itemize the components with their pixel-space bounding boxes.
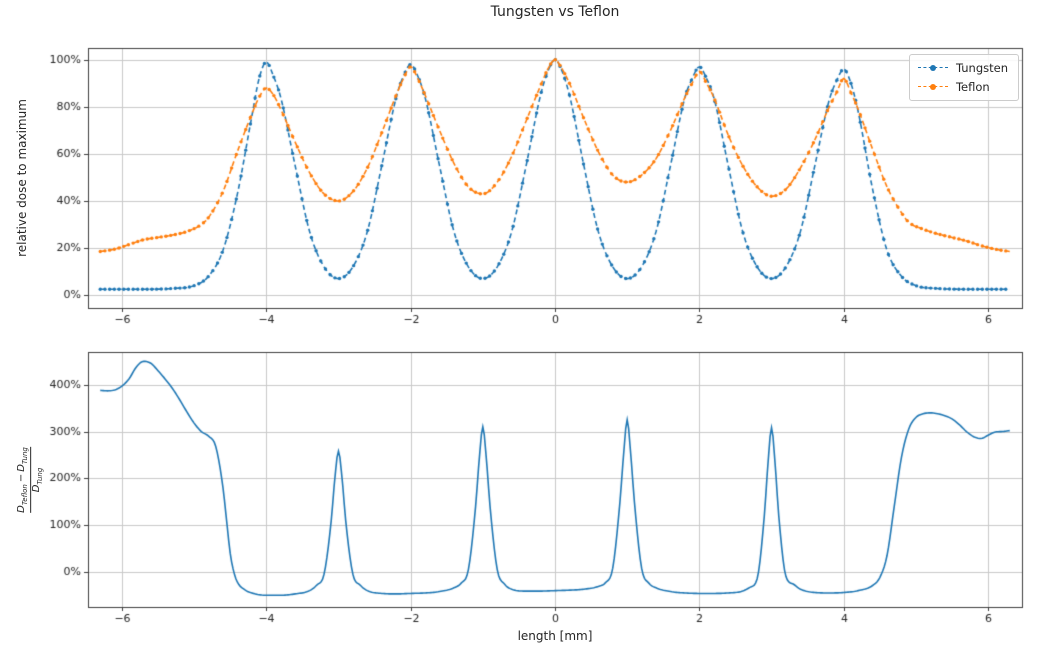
legend-item-teflon: Teflon [917,80,1008,94]
marker-dot-swatch [929,84,936,90]
top-y-axis-label: relative dose to maximum [15,99,29,257]
legend-item-tungsten: Tungsten [917,61,1008,75]
x-axis-label: length [mm] [517,629,593,643]
fraction-numerator: DTeflon−DTung [16,447,30,513]
marker-dot-swatch [929,65,936,71]
legend-label-teflon: Teflon [955,80,990,94]
legend-label-tungsten: Tungsten [955,61,1008,75]
fraction-denominator: DTung [31,467,45,493]
chart-title: Tungsten vs Teflon [490,4,620,20]
legend-sample-teflon [917,82,948,92]
fraction-bar [30,447,32,513]
bottom-y-axis-label: DTeflon−DTung DTung [9,447,45,513]
legend: Tungsten Teflon [908,54,1019,101]
legend-sample-tungsten [917,63,948,73]
ratio-fraction: DTeflon−DTung DTung [16,447,45,513]
